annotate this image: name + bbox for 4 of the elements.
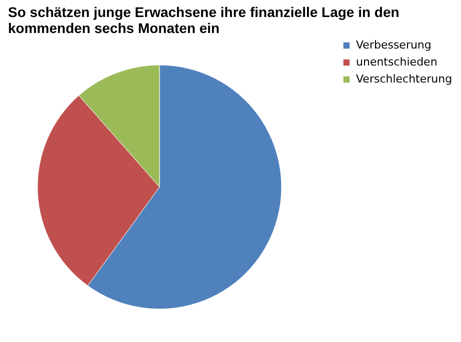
chart-title: So schätzen junge Erwachsene ihre finanzielle Lage in den kommenden sechs Monaten ein xyxy=(8,4,400,36)
legend-label: Verschlechterung xyxy=(356,72,452,86)
legend-label: unentschieden xyxy=(356,56,438,68)
legend-label: Verbesserung xyxy=(356,38,432,52)
